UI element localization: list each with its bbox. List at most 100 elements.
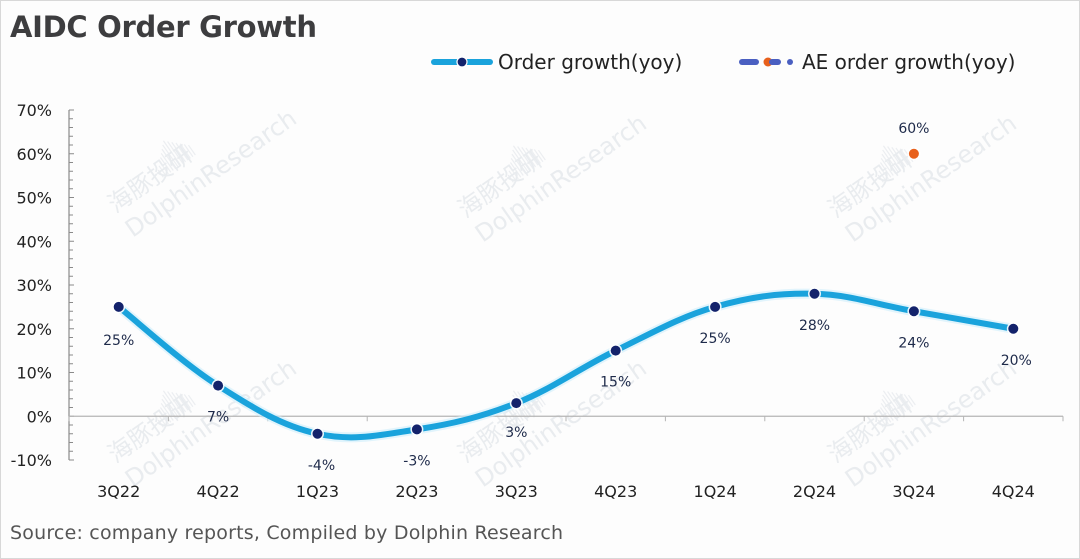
watermark-stroke: [507, 419, 514, 428]
legend-label-ae-order-growth: AE order growth(yoy): [802, 50, 1016, 74]
watermark-stroke: [895, 392, 909, 411]
watermark-stroke: [879, 162, 892, 178]
data-label-order-growth-yoy-1q24: 25%: [700, 331, 731, 347]
y-tick-label: -10%: [11, 451, 52, 470]
watermark-stroke: [167, 141, 184, 164]
point-order-growth-yoy-1q23: [312, 428, 323, 439]
watermark-stroke: [509, 411, 519, 425]
watermark-stroke: [882, 394, 899, 418]
watermark-stroke: [887, 391, 904, 414]
watermark-stroke: [881, 153, 897, 175]
watermark-stroke: [183, 144, 194, 158]
data-label-order-growth-yoy-2q24: 28%: [799, 318, 830, 334]
series-line-order-growth-yoy: [115, 290, 1017, 441]
watermark-stroke: [878, 415, 887, 427]
watermark-stroke: [525, 147, 539, 166]
y-tick-labels: -10% 0% 10% 20% 30% 40% 50% 60% 70%: [11, 101, 52, 470]
watermark-stroke: [512, 149, 529, 173]
point-order-growth-yoy-4q23: [610, 345, 621, 356]
watermark-stroke: [882, 149, 899, 173]
watermark-stroke: [509, 162, 522, 178]
legend-item-ae-order-growth: AE order growth(yoy): [736, 50, 1015, 74]
watermark-stroke: [158, 165, 167, 177]
watermark-stroke: [512, 145, 532, 171]
watermark-stroke: [162, 390, 182, 416]
point-order-growth-yoy-1q24: [710, 301, 721, 312]
y-tick-label: 20%: [16, 320, 52, 339]
legend-swatch-order-growth: [431, 56, 493, 68]
watermark-stroke: [160, 402, 174, 421]
watermark-stroke: [510, 157, 524, 176]
x-tick-label: 4Q23: [594, 482, 637, 501]
watermark-stroke: [159, 157, 172, 173]
x-tick-label: 4Q22: [197, 482, 240, 501]
data-labels: 25% 7% -4% -3% 3% 15% 25% 28% 24% 20% 60%: [103, 121, 1032, 474]
legend-swatch-ae-order-growth: [739, 57, 793, 67]
data-label-order-growth-yoy-3q22: 25%: [103, 333, 134, 349]
watermark-stroke: [881, 398, 897, 420]
point-order-growth-yoy-4q22: [213, 380, 224, 391]
data-label-order-growth-yoy-2q23: -3%: [403, 453, 430, 469]
y-tick-label: 70%: [16, 101, 52, 120]
watermark-stroke: [899, 148, 911, 164]
watermark-stroke: [891, 391, 907, 413]
watermark-stroke: [187, 394, 196, 406]
y-tick-label: 60%: [16, 145, 52, 164]
watermark-stroke: [877, 174, 884, 183]
legend-label-order-growth: Order growth(yoy): [498, 50, 683, 74]
point-order-growth-yoy-4q24: [1008, 323, 1019, 334]
watermark-stroke: [175, 142, 189, 161]
data-label-order-growth-yoy-4q23: 15%: [600, 375, 631, 391]
watermark-stroke: [157, 419, 164, 428]
watermark-stroke: [879, 411, 889, 425]
watermark-stroke: [533, 149, 544, 163]
watermark-stroke: [171, 141, 187, 163]
watermark-stroke: [160, 152, 174, 171]
y-tick-label: 40%: [16, 232, 52, 251]
watermark-stroke: [161, 398, 177, 420]
watermark-stroke: [882, 145, 902, 171]
watermark-stroke: [162, 394, 179, 418]
watermark-stroke: [175, 392, 189, 411]
y-tick-label: 10%: [16, 364, 52, 383]
watermark-stroke: [895, 147, 909, 166]
watermark-stroke: [159, 161, 169, 175]
x-tick-label: 3Q23: [495, 482, 538, 501]
watermark-stroke: [521, 146, 537, 168]
data-label-order-growth-yoy-4q24: 20%: [1001, 353, 1032, 369]
data-label-ae-order-growth-yoy-3q24: 60%: [898, 121, 929, 137]
data-label-order-growth-yoy-3q23: 3%: [505, 425, 527, 441]
watermark-stroke: [508, 170, 517, 182]
x-tick-label: 2Q23: [395, 482, 438, 501]
watermark-stroke: [508, 415, 517, 427]
watermark-stroke: [879, 407, 892, 423]
watermark-stroke: [891, 146, 907, 168]
watermark-stroke: [537, 149, 546, 161]
watermark-stroke: [187, 144, 196, 156]
watermark-stroke: [903, 394, 914, 408]
watermark-stroke: [159, 407, 172, 423]
watermark-stroke: [517, 146, 534, 169]
series-lines: [113, 288, 1019, 443]
x-tick-label: 1Q23: [296, 482, 339, 501]
watermark-stroke: [159, 411, 169, 425]
x-tick-labels: 3Q22 4Q22 1Q23 2Q23 3Q23 4Q23 1Q24 2Q24 3Q24 4Q24: [97, 482, 1035, 501]
watermark-stroke: [878, 170, 887, 182]
watermark-stroke: [509, 166, 519, 180]
watermark-stroke: [877, 419, 884, 428]
watermark-stroke: [529, 148, 541, 164]
point-order-growth-yoy-3q24: [908, 306, 919, 317]
watermark-stroke: [171, 391, 187, 413]
watermark-stroke: [158, 415, 167, 427]
watermark-stroke: [880, 157, 894, 176]
watermark-stroke: [511, 153, 527, 175]
point-order-growth-yoy-2q23: [411, 424, 422, 435]
x-tick-label: 2Q24: [793, 482, 836, 501]
watermark-stroke: [179, 393, 191, 409]
